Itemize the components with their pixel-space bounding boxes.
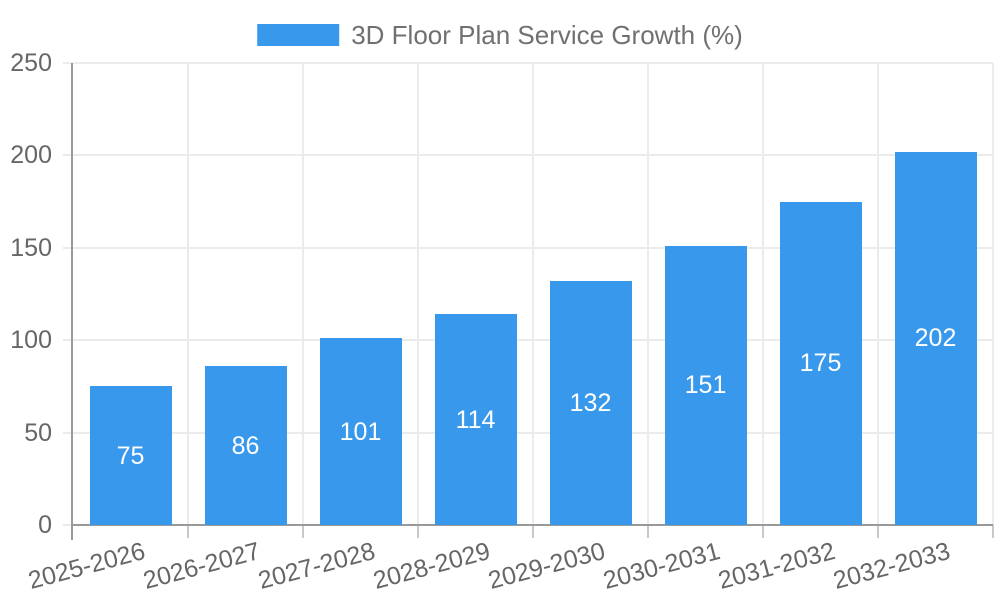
gridline-vertical (992, 63, 994, 525)
x-axis-tick-label: 2027-2028 (255, 536, 379, 595)
bar-value-label: 75 (116, 441, 145, 470)
gridline-vertical (762, 63, 764, 525)
bar (434, 314, 517, 525)
x-axis-tick (532, 525, 534, 538)
x-axis-tick (762, 525, 764, 538)
y-axis-tick-label: 200 (10, 141, 52, 170)
bar (894, 151, 977, 525)
x-axis-tick (417, 525, 419, 538)
x-axis-tick-label: 2032-2033 (830, 536, 954, 595)
x-axis-tick (187, 525, 189, 538)
bar (664, 245, 747, 525)
gridline-horizontal (63, 339, 993, 342)
bar (319, 338, 402, 525)
x-axis-tick-label: 2029-2030 (485, 536, 609, 595)
y-axis-tick-label: 100 (10, 326, 52, 355)
y-axis-tick-label: 150 (10, 233, 52, 262)
y-axis-tick (63, 524, 73, 526)
bar (89, 386, 172, 525)
bar-value-label: 151 (684, 371, 727, 400)
x-axis-tick-label: 2030-2031 (600, 536, 724, 595)
gridline-horizontal (63, 154, 993, 157)
gridline-horizontal (63, 62, 993, 64)
x-axis-tick (992, 525, 994, 538)
bar (549, 281, 632, 525)
y-axis-tick-label: 0 (38, 511, 52, 539)
bar-value-label: 202 (914, 324, 957, 353)
gridline-horizontal (63, 246, 993, 249)
gridline-vertical (532, 63, 534, 525)
x-axis-tick (877, 525, 879, 538)
gridline-vertical (302, 63, 304, 525)
bar-value-label: 114 (455, 405, 496, 434)
gridline-vertical (417, 63, 419, 525)
x-axis-tick-label: 2028-2029 (370, 536, 494, 595)
gridline-vertical (647, 63, 649, 525)
x-axis-tick (647, 525, 649, 538)
legend-swatch (257, 24, 340, 46)
x-axis-tick-label: 2031-2032 (715, 536, 839, 595)
bar-value-label: 175 (799, 349, 842, 378)
gridline-horizontal (63, 431, 993, 434)
y-axis-tick-label: 250 (10, 49, 52, 77)
legend-item[interactable]: 3D Floor Plan Service Growth (%) (257, 20, 743, 50)
x-axis-tick-label: 2025-2026 (25, 536, 149, 595)
gridline-vertical (877, 63, 879, 525)
y-axis-tick-label: 50 (24, 418, 52, 447)
bar-value-label: 101 (339, 417, 382, 446)
bar-value-label: 132 (569, 389, 612, 418)
bar-value-label: 86 (231, 431, 260, 460)
x-axis-tick (302, 525, 304, 538)
gridline-vertical (187, 63, 189, 525)
x-axis-line (71, 524, 993, 526)
y-axis-line (71, 63, 73, 540)
x-axis-tick-label: 2026-2027 (140, 536, 264, 595)
bar (779, 201, 862, 525)
legend-label: 3D Floor Plan Service Growth (%) (351, 20, 743, 50)
bar (204, 366, 287, 525)
